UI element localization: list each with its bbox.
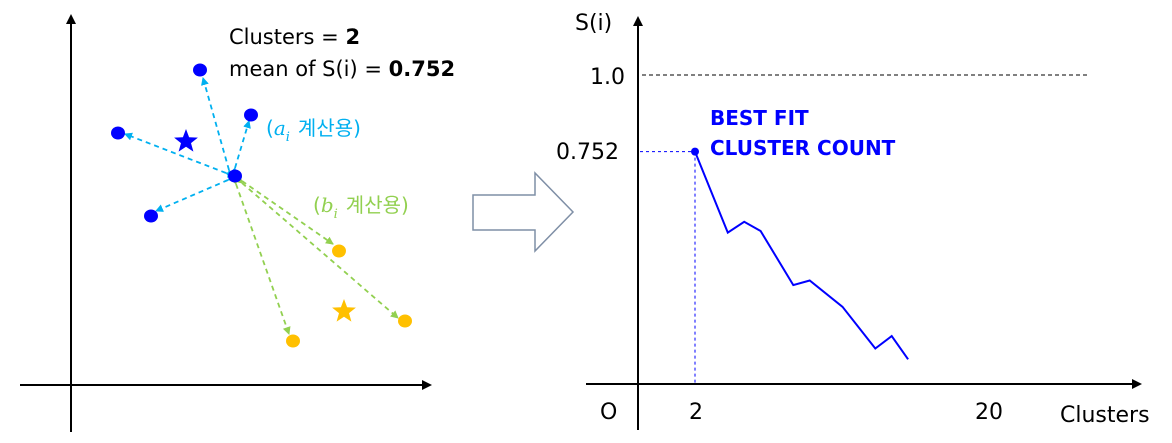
- blue-point: [144, 209, 158, 223]
- blue-point: [193, 63, 207, 77]
- inter-cluster-arrows: [229, 173, 399, 335]
- left-scatter-panel: Clusters = 2 mean of S(i) = 0.752 (ai 계산용…: [20, 14, 455, 432]
- clusters-count-text: Clusters = 2: [229, 25, 360, 49]
- a-i-label: 계산용): [298, 116, 361, 140]
- a-i-annotation: (ai 계산용): [266, 116, 361, 145]
- yellow-point: [286, 334, 300, 348]
- arrow-to-blue-top: [201, 77, 235, 178]
- arrow-to-yellow-bottom: [229, 176, 291, 335]
- arrow-to-blue-bottom: [155, 173, 237, 212]
- arrow-to-yellow-right: [234, 175, 399, 319]
- b-i-subscript: i: [334, 207, 338, 222]
- blue-point-selected: [228, 169, 242, 183]
- yellow-centroid-star-icon: [332, 299, 356, 322]
- mean-silhouette-text: mean of S(i) = 0.752: [229, 57, 455, 81]
- blue-point: [111, 126, 125, 140]
- best-fit-annotation-line2: CLUSTER COUNT: [710, 136, 896, 160]
- arrow-to-blue-right: [229, 120, 251, 176]
- yellow-point: [398, 314, 412, 328]
- a-i-subscript: i: [286, 130, 290, 145]
- x-axis-title: Clusters: [1060, 403, 1150, 428]
- right-silhouette-chart: S(i) Clusters O 1.0 0.752 2 20 BEST FIT …: [556, 11, 1150, 430]
- clusters-count-label: Clusters =: [229, 25, 345, 49]
- mean-silhouette-label: mean of S(i) =: [229, 57, 389, 81]
- silhouette-curve: [694, 151, 909, 360]
- a-i-symbol: a: [274, 116, 286, 140]
- b-i-label: 계산용): [346, 193, 409, 217]
- transition-arrow-icon: [472, 171, 575, 253]
- x-tick-start: 2: [689, 400, 703, 425]
- intra-cluster-arrows: [124, 77, 251, 212]
- yellow-cluster: [286, 244, 412, 348]
- clusters-count-value: 2: [345, 25, 360, 49]
- silhouette-points: [691, 147, 699, 156]
- y-tick-best: 0.752: [556, 140, 619, 165]
- blue-centroid-star-icon: [174, 129, 198, 152]
- b-i-annotation: (bi 계산용): [313, 193, 409, 222]
- yellow-point: [332, 244, 346, 258]
- origin-label: O: [600, 400, 617, 425]
- b-i-symbol: b: [321, 193, 334, 217]
- best-fit-annotation-line1: BEST FIT: [710, 106, 809, 130]
- arrow-to-blue-left: [124, 132, 234, 180]
- y-tick-1-0: 1.0: [590, 65, 625, 90]
- blue-cluster: [111, 63, 258, 223]
- x-tick-end: 20: [975, 400, 1003, 425]
- best-fit-point: [691, 147, 699, 156]
- blue-point: [244, 108, 258, 122]
- mean-silhouette-value: 0.752: [389, 57, 455, 81]
- y-axis-title: S(i): [575, 11, 612, 36]
